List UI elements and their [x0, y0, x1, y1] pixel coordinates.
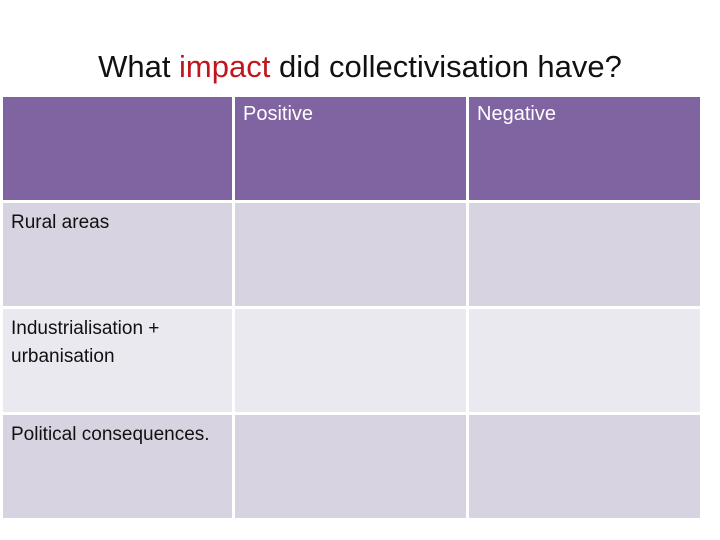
- row-label-rural-areas: Rural areas: [0, 200, 235, 309]
- table-row: Political consequences.: [0, 412, 703, 521]
- header-cell-positive: Positive: [232, 94, 469, 203]
- title-prefix: What: [98, 49, 180, 84]
- table-row: Industrialisation + urbanisation: [0, 306, 703, 415]
- cell-political-negative[interactable]: [466, 412, 703, 521]
- header-cell-negative: Negative: [466, 94, 703, 203]
- cell-rural-positive[interactable]: [232, 200, 469, 309]
- title-accent-word: impact: [179, 49, 271, 84]
- header-cell-empty: [0, 94, 235, 203]
- title-suffix: did collectivisation have?: [270, 49, 622, 84]
- cell-industrialisation-negative[interactable]: [466, 306, 703, 415]
- row-label-industrialisation: Industrialisation + urbanisation: [0, 306, 235, 415]
- cell-political-positive[interactable]: [232, 412, 469, 521]
- slide-title: What impact did collectivisation have?: [0, 46, 720, 88]
- table-header-row: Positive Negative: [0, 94, 703, 203]
- cell-industrialisation-positive[interactable]: [232, 306, 469, 415]
- table-row: Rural areas: [0, 200, 703, 309]
- row-label-political: Political consequences.: [0, 412, 235, 521]
- cell-rural-negative[interactable]: [466, 200, 703, 309]
- impact-table: Positive Negative Rural areas Industrial…: [0, 94, 703, 521]
